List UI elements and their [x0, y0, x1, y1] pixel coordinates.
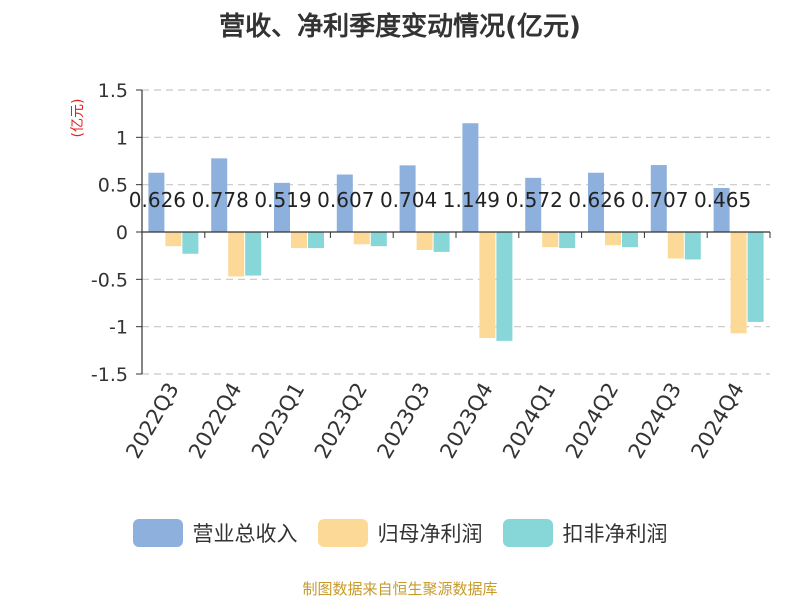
bar-revenue — [588, 172, 604, 232]
x-tick-label: 2024Q2 — [561, 379, 623, 463]
x-tick-label: 2024Q3 — [624, 379, 686, 463]
x-tick-label: 2023Q4 — [435, 379, 497, 463]
data-label-revenue: 0.707 — [631, 188, 688, 212]
y-tick-label: 1 — [116, 127, 128, 149]
legend-swatch-revenue — [132, 519, 183, 547]
data-label-revenue: 0.626 — [129, 188, 186, 212]
bar-net-profit — [605, 232, 621, 246]
x-tick-label: 2022Q3 — [121, 379, 183, 463]
bar-revenue — [274, 182, 290, 232]
bar-revenue — [211, 158, 228, 232]
y-axis-label: (亿元) — [70, 99, 86, 138]
legend-item-net-profit[interactable]: 归母净利润 — [317, 518, 483, 548]
legend-label-deducted-profit: 扣非净利润 — [562, 522, 668, 546]
legend-swatch-deducted-profit — [502, 519, 553, 547]
bar-deducted-profit — [433, 232, 450, 252]
bar-revenue — [713, 187, 730, 232]
data-label-revenue: 0.519 — [254, 188, 311, 212]
y-tick-label: -1.5 — [91, 364, 128, 386]
x-tick-label: 2024Q1 — [498, 379, 560, 463]
bar-revenue — [462, 123, 479, 232]
bar-net-profit — [291, 232, 307, 249]
bar-revenue — [650, 165, 667, 232]
bar-net-profit — [730, 232, 747, 334]
chart-title: 营收、净利季度变动情况(亿元) — [219, 12, 581, 42]
bar-net-profit — [228, 232, 245, 277]
bar-net-profit — [416, 232, 433, 250]
data-label-revenue: 0.778 — [192, 188, 249, 212]
data-label-revenue: 0.465 — [694, 188, 751, 212]
y-tick-label: -1 — [109, 317, 128, 339]
legend-item-revenue[interactable]: 营业总收入 — [132, 518, 298, 548]
legend-label-net-profit: 归母净利润 — [377, 522, 483, 546]
data-label-revenue: 0.607 — [317, 188, 374, 212]
y-tick-label: 0.5 — [98, 175, 128, 197]
x-tick-label: 2023Q1 — [247, 379, 309, 463]
y-tick-label: 0 — [116, 222, 128, 244]
bar-net-profit — [479, 232, 496, 339]
x-tick-label: 2024Q4 — [686, 379, 748, 463]
legend-item-deducted-profit[interactable]: 扣非净利润 — [502, 518, 668, 548]
bar-deducted-profit — [747, 232, 764, 322]
bar-deducted-profit — [245, 232, 262, 276]
data-label-revenue: 0.572 — [506, 188, 563, 212]
legend-swatch-net-profit — [317, 519, 368, 547]
bar-revenue — [525, 177, 542, 232]
x-tick-label: 2023Q2 — [310, 379, 372, 463]
data-label-revenue: 1.149 — [443, 188, 500, 212]
source-note: 制图数据来自恒生聚源数据库 — [302, 580, 498, 598]
bar-net-profit — [353, 232, 370, 245]
bar-deducted-profit — [496, 232, 513, 341]
bar-net-profit — [667, 232, 684, 259]
bar-deducted-profit — [559, 232, 576, 249]
data-label-revenue: 0.626 — [568, 188, 625, 212]
y-tick-label: 1.5 — [98, 80, 128, 102]
bar-deducted-profit — [622, 232, 638, 248]
bar-deducted-profit — [182, 232, 199, 254]
x-tick-label: 2022Q4 — [184, 379, 246, 463]
bar-deducted-profit — [308, 232, 324, 249]
legend-label-revenue: 营业总收入 — [192, 522, 298, 546]
bar-deducted-profit — [370, 232, 387, 247]
bar-revenue — [336, 174, 353, 232]
x-tick-label: 2023Q3 — [372, 378, 434, 462]
bar-deducted-profit — [684, 232, 701, 260]
legend: 营业总收入 归母净利润 扣非净利润 — [0, 518, 800, 548]
data-label-revenue: 0.704 — [380, 188, 437, 212]
bar-revenue — [148, 172, 165, 232]
bar-net-profit — [542, 232, 559, 248]
bar-net-profit — [165, 232, 182, 247]
bar-revenue — [399, 165, 416, 232]
y-tick-label: -0.5 — [91, 269, 128, 291]
